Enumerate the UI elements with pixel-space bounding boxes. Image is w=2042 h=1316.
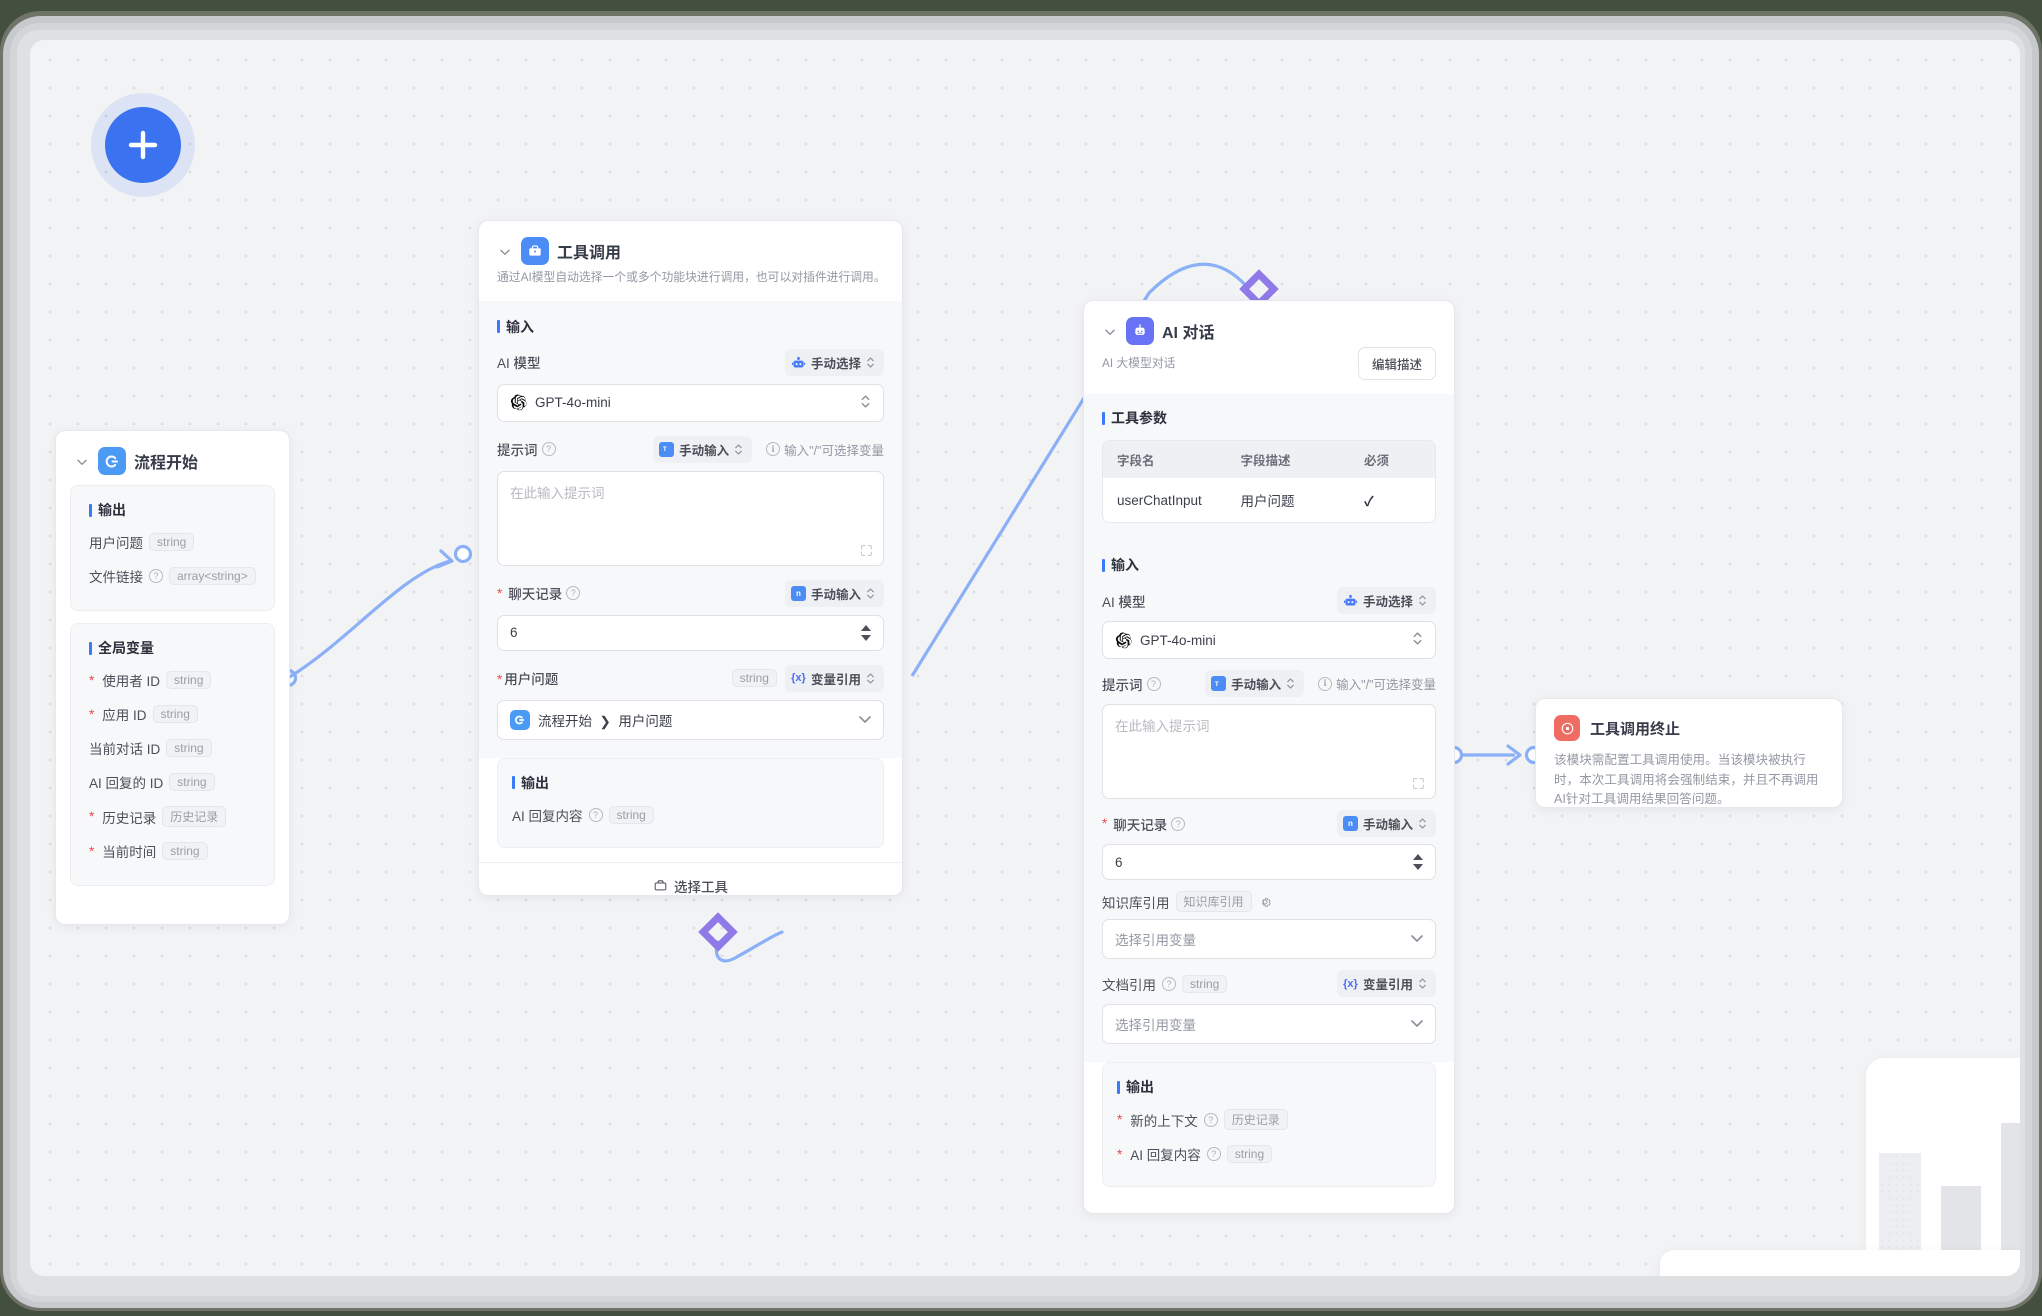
svg-text:T: T [1214,681,1218,688]
svg-text:T: T [662,446,666,453]
